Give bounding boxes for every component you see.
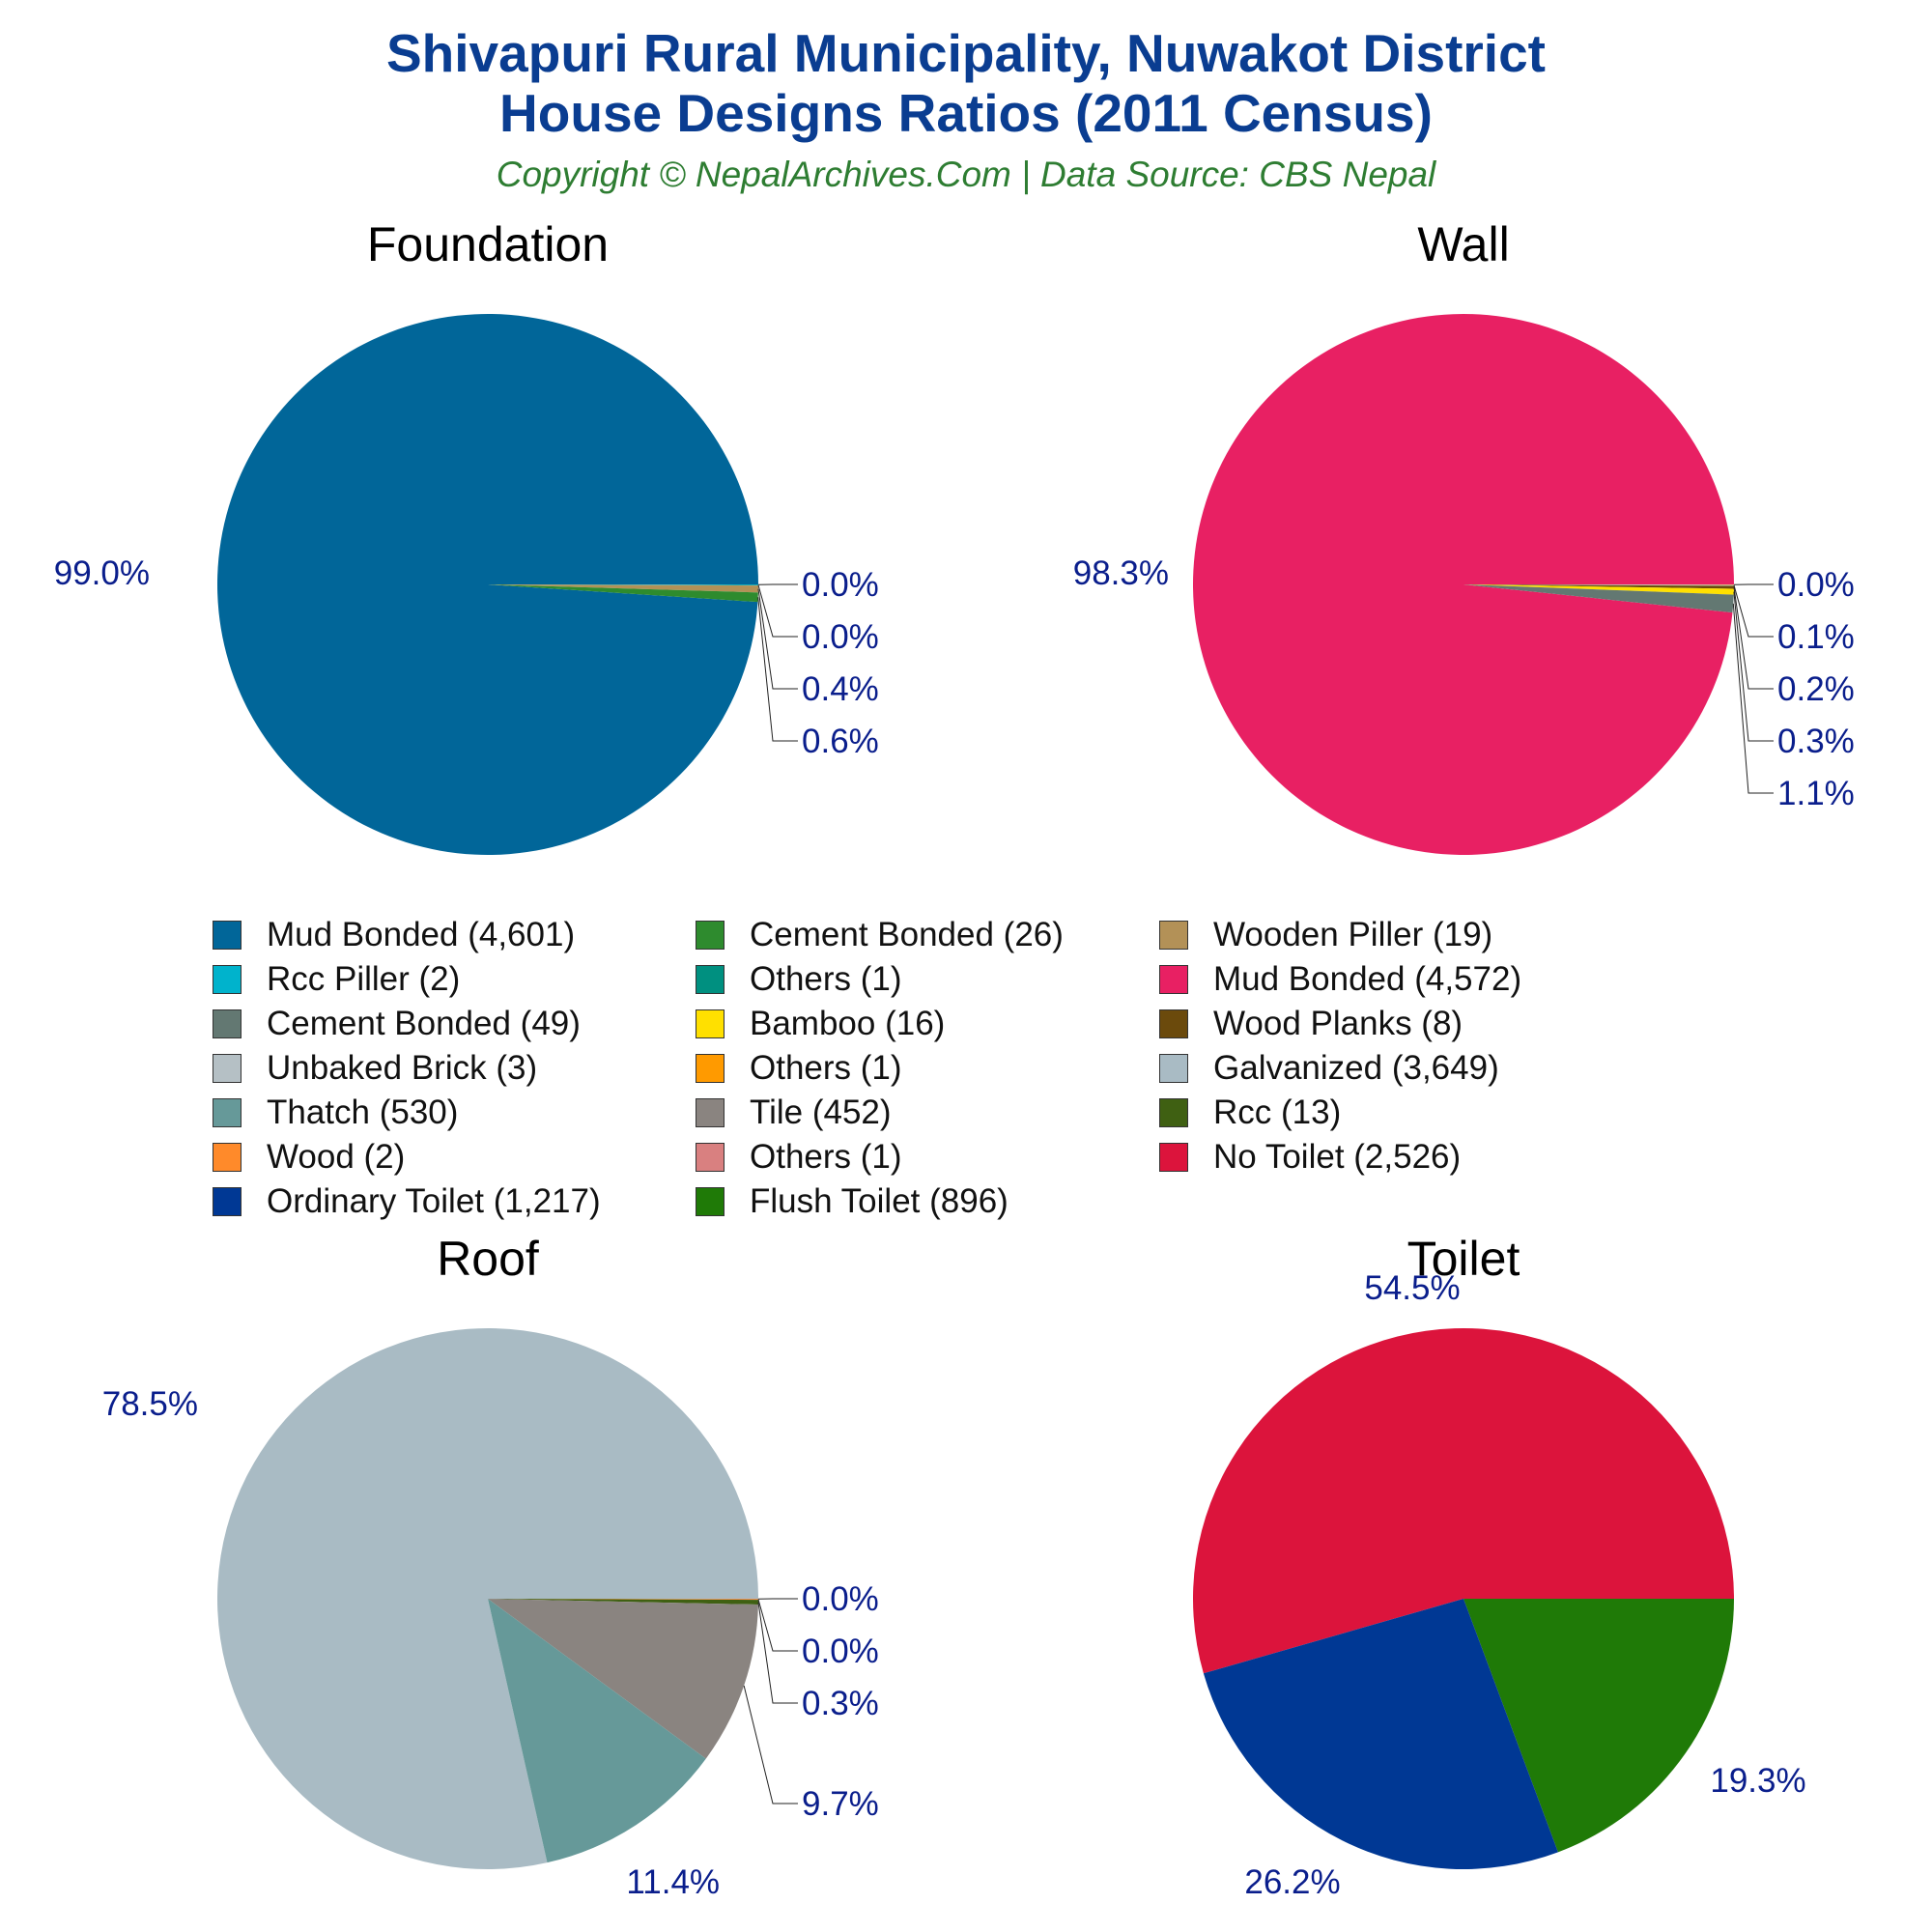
pie-wall: Wall 98.3% 0.0% 0.1% 0.2% 0.3% 1.1% (1073, 217, 1855, 856)
legend-label: Rcc (13) (1213, 1094, 1342, 1131)
legend-swatch (213, 1009, 242, 1038)
slice-percent-label: 0.3% (802, 1685, 879, 1722)
slice-percent-label: 0.1% (1777, 618, 1855, 656)
legend-swatch (1159, 965, 1188, 994)
slice-percent-label: 9.7% (802, 1785, 879, 1823)
legend-label: Galvanized (3,649) (1213, 1049, 1499, 1087)
slice-percent-label: 0.3% (1777, 723, 1855, 760)
pie-title: Toilet (1407, 1232, 1520, 1286)
legend-label: Ordinary Toilet (1,217) (267, 1182, 601, 1220)
legend-swatch (696, 965, 724, 994)
callout-line (757, 1599, 798, 1652)
callout-line (757, 597, 798, 742)
slice-percent-label: 0.0% (802, 1633, 879, 1670)
legend-swatch (1159, 1009, 1188, 1038)
legend-swatch (1159, 921, 1188, 950)
slice-percent-label: 0.0% (1777, 566, 1855, 604)
legend-swatch (213, 1054, 242, 1083)
pie-roof: Roof 78.5% 11.4% 0.0% 0.0% 0.3% 9.7% (102, 1232, 879, 1901)
legend-label: Flush Toilet (896) (750, 1182, 1009, 1220)
callout-line (1733, 584, 1774, 638)
callout-line (1732, 603, 1774, 794)
slice-percent-label: 0.2% (1777, 670, 1855, 708)
pie-slice (1463, 1599, 1734, 1853)
legend-swatch (213, 1098, 242, 1127)
legend-swatch (696, 1187, 724, 1216)
legend-label: Tile (452) (750, 1094, 892, 1131)
callout-line (757, 588, 798, 690)
slice-percent-label: 11.4% (626, 1863, 720, 1901)
legend-label: Cement Bonded (49) (267, 1005, 581, 1042)
legend-label: Wood (2) (267, 1138, 406, 1176)
legend-label: Rcc Piller (2) (267, 960, 461, 998)
pie-slice (1193, 1327, 1734, 1674)
legend-label: Wood Planks (8) (1213, 1005, 1463, 1042)
slice-percent-label: 0.0% (802, 1580, 879, 1618)
slice-percent-label: 26.2% (1244, 1863, 1340, 1901)
pie-slice (1463, 584, 1734, 595)
slice-percent-label: 0.0% (802, 618, 879, 656)
slice-percent-label: 1.1% (1777, 775, 1855, 812)
slice-percent-label: 0.0% (802, 566, 879, 604)
legend-label: Cement Bonded (26) (750, 916, 1064, 953)
legend-label: Bamboo (16) (750, 1005, 946, 1042)
chart-subtitle: Copyright © NepalArchives.Com | Data Sou… (496, 155, 1436, 194)
legend-swatch (1159, 1054, 1188, 1083)
slice-percent-label: 54.5% (1364, 1269, 1460, 1307)
legend-label: Mud Bonded (4,601) (267, 916, 576, 953)
legend-label: Others (1) (750, 960, 902, 998)
pie-slice (488, 1599, 758, 1759)
pie-title: Wall (1417, 217, 1509, 271)
slice-percent-label: 19.3% (1710, 1762, 1805, 1800)
callout-line (757, 584, 798, 638)
pie-slice (1463, 584, 1734, 589)
pie-slice (488, 1599, 758, 1601)
legend-swatch (696, 1009, 724, 1038)
pie-slice (1463, 584, 1734, 586)
pie-slice (488, 1599, 706, 1863)
callout-line (1733, 586, 1774, 690)
pie-slice (217, 313, 758, 855)
slice-percent-label: 78.5% (102, 1385, 198, 1423)
legend-label: Wooden Piller (19) (1213, 916, 1493, 953)
chart-title-line-1: Shivapuri Rural Municipality, Nuwakot Di… (385, 23, 1546, 83)
legend-label: Others (1) (750, 1049, 902, 1087)
legend-swatch (213, 1187, 242, 1216)
callout-line (743, 1685, 798, 1804)
slice-percent-label: 0.4% (802, 670, 879, 708)
chart-title-line-2: House Designs Ratios (2011 Census) (499, 83, 1433, 143)
pie-slice (488, 584, 758, 586)
pie-slice (1203, 1599, 1558, 1869)
legend-label: Thatch (530) (267, 1094, 459, 1131)
legend-swatch (696, 1143, 724, 1172)
legend-label: Mud Bonded (4,572) (1213, 960, 1522, 998)
legend-swatch (1159, 1143, 1188, 1172)
pie-slice (1192, 314, 1734, 856)
legend-label: Unbaked Brick (3) (267, 1049, 538, 1087)
pie-slice (488, 584, 758, 593)
pie-slice (488, 584, 758, 603)
pie-slice (1463, 584, 1734, 613)
pie-title: Foundation (367, 217, 609, 271)
legend-swatch (213, 921, 242, 950)
callout-line (757, 1602, 798, 1704)
legend-swatch (213, 1143, 242, 1172)
legend-label: No Toilet (2,526) (1213, 1138, 1462, 1176)
pie-foundation: Foundation 99.0% 0.0% 0.0% 0.4% 0.6% (54, 217, 879, 855)
slice-percent-label: 0.6% (802, 723, 879, 760)
pie-title: Roof (437, 1232, 539, 1286)
callout-line (1733, 591, 1774, 742)
legend-swatch (213, 965, 242, 994)
pie-slice (488, 1599, 758, 1605)
legend-swatch (696, 921, 724, 950)
legend-swatch (1159, 1098, 1188, 1127)
legend-swatch (696, 1098, 724, 1127)
legend-label: Others (1) (750, 1138, 902, 1176)
legend-swatch (696, 1054, 724, 1083)
slice-percent-label: 99.0% (54, 554, 150, 592)
slice-percent-label: 98.3% (1073, 554, 1169, 592)
